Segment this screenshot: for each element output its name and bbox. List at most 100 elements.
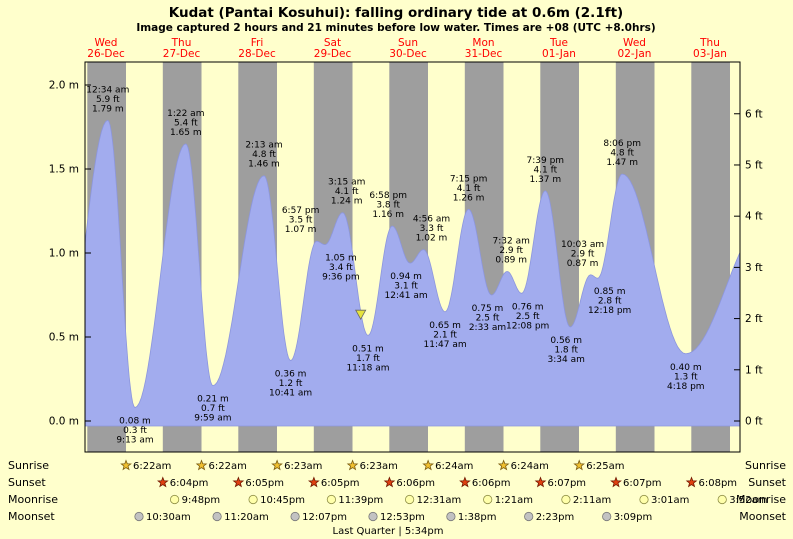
moonset-left-label: Moonset [8,510,55,523]
tide-area [85,119,740,427]
y-axis-left: 2.0 m 1.5 m 1.0 m 0.5 m 0.0 m [49,80,91,428]
moonset-moon-icon [602,511,612,522]
day-name-label: Wed [623,37,646,49]
sunrise-left-label: Sunrise [8,459,49,472]
y-axis-left-label: 0.5 m [49,332,79,344]
current-tide-marker [355,309,367,321]
tide-annotation-low: 0.40 m 1.3 ft 4:18 pm [667,363,705,392]
sunset-star-icon [610,476,622,488]
moonset-time: 2:23pm [536,512,575,523]
day-name-label: Wed [95,37,118,49]
moonset-time: 12:07pm [302,512,347,523]
day-name-label: Mon [472,37,494,49]
tide-annotation-low: 0.51 m 1.7 ft 11:18 am [346,344,389,373]
tide-annotations: 12:34 am 5.9 ft 1.79 m 0.08 m 0.3 ft 9:13 am 1… [86,85,704,445]
moonset-moon-icon [446,511,456,522]
sunrise-time: 6:23am [284,461,322,472]
moonrise-time: 2:11am [573,495,611,506]
tide-annotation-low: 0.65 m 2.1 ft 11:47 am [424,321,467,350]
moonset-right-label: Moonset [739,510,786,523]
sunset-left-label: Sunset [8,476,46,489]
sunset-time: 6:07pm [548,478,587,489]
day-name-label: Thu [171,37,192,49]
sunrise-time: 6:23am [360,461,398,472]
y-axis-left-label: 2.0 m [49,80,79,92]
sunrise-time: 6:22am [133,461,171,472]
moonset-time: 3:09pm [614,512,653,523]
moonset-moon-icon [290,511,300,522]
day-date-label: 28-Dec [238,48,276,60]
sunset-star-icon [459,476,471,488]
tide-annotation-low: 0.76 m 2.5 ft 12:08 pm [506,302,549,331]
sunrise-right-label: Sunrise [745,459,786,472]
plot-border-rect [84,61,741,453]
moonrise-time: 3:01am [651,495,689,506]
day-name-label: Sat [324,37,341,49]
sunrise-star-icon [422,459,435,471]
tide-annotation-low: 0.75 m 2.5 ft 2:33 am [469,304,506,333]
sunset-right-label: Sunset [748,476,786,489]
sunset-time: 6:06pm [472,478,511,489]
y-axis-right-label: 2 ft [745,313,763,325]
moonrise-time: 9:48pm [182,495,221,506]
moonrise-moon-icon [717,494,727,505]
sunrise-star-icon [573,459,585,471]
tide-curve [85,119,740,427]
moonrise-moon-icon [170,494,180,505]
tide-annotation-low: 0.94 m 3.1 ft 12:41 am [385,272,428,301]
sun-moon-rows: 6:22am 6:22am 6:23am 6:23am 6:24am 6:24am 6:25… [120,459,768,523]
y-axis-right-label: 5 ft [745,160,763,172]
tide-annotation-high: 7:32 am 2.9 ft 0.89 m [493,237,530,266]
tide-annotation-low: 0.21 m 0.7 ft 9:59 am [194,395,231,424]
day-date-label: 27-Dec [163,48,201,60]
moonset-time: 10:30am [146,512,191,523]
sunrise-time: 6:24am [511,461,549,472]
tide-annotation-high: 7:39 pm 4.1 ft 1.37 m [527,156,565,185]
sunrise-star-icon [271,459,283,471]
moonrise-right-label: Moonrise [736,493,786,506]
tide-annotation-high: 2:13 am 4.8 ft 1.46 m [245,141,282,170]
y-axis-right: 6 ft 5 ft 4 ft 3 ft 2 ft 1 ft 0 ft [734,108,763,428]
day-name-label: Sun [398,37,418,49]
moon-phase-label: Last Quarter | 5:34pm [333,526,444,537]
day-name-label: Tue [549,37,568,49]
sunset-time: 6:04pm [170,478,209,489]
moonset-moon-icon [524,511,534,522]
moonrise-time: 3:52am [729,495,767,506]
sunset-star-icon [232,476,245,488]
sunrise-time: 6:22am [209,461,247,472]
sunset-time: 6:08pm [699,478,738,489]
sunrise-time: 6:24am [435,461,473,472]
moonrise-moon-icon [483,494,493,505]
tide-annotation-low: 0.36 m 1.2 ft 10:41 am [269,370,312,399]
moonrise-time: 10:45pm [260,495,305,506]
page-title: Kudat (Pantai Kosuhui): falling ordinary… [169,5,623,21]
y-axis-left-label: 1.0 m [49,248,79,260]
y-axis-right-label: 0 ft [745,416,763,428]
y-axis-left-label: 1.5 m [49,164,79,176]
y-axis-left-label: 0.0 m [49,416,79,428]
sunrise-star-icon [120,459,132,471]
day-labels: Wed26-DecThu27-DecFri28-DecSat29-DecSun3… [87,37,727,60]
tide-annotation-high: 12:34 am 5.9 ft 1.79 m [86,85,129,114]
moonrise-time: 11:39pm [338,495,383,506]
day-name-label: Thu [699,37,720,49]
tide-annotation-low: 0.08 m 0.3 ft 9:13 am [116,417,153,446]
moonrise-moon-icon [248,494,258,505]
day-date-label: 29-Dec [314,48,352,60]
tide-annotation-low: 0.85 m 2.8 ft 12:18 pm [588,287,631,316]
sunset-star-icon [383,476,396,488]
sunrise-star-icon [346,459,359,471]
tide-annotation-high: 6:57 pm 3.5 ft 1.07 m [282,206,320,235]
tide-annotation-high: 8:06 pm 4.8 ft 1.47 m [603,139,641,168]
moonrise-left-label: Moonrise [8,493,58,506]
current-tide-triangle [355,309,367,321]
sunset-time: 6:05pm [245,478,284,489]
day-date-label: 30-Dec [389,48,427,60]
y-axis-right-label: 4 ft [745,211,763,223]
sunset-star-icon [685,476,698,488]
sunset-time: 6:06pm [396,478,435,489]
sunrise-star-icon [195,459,208,471]
